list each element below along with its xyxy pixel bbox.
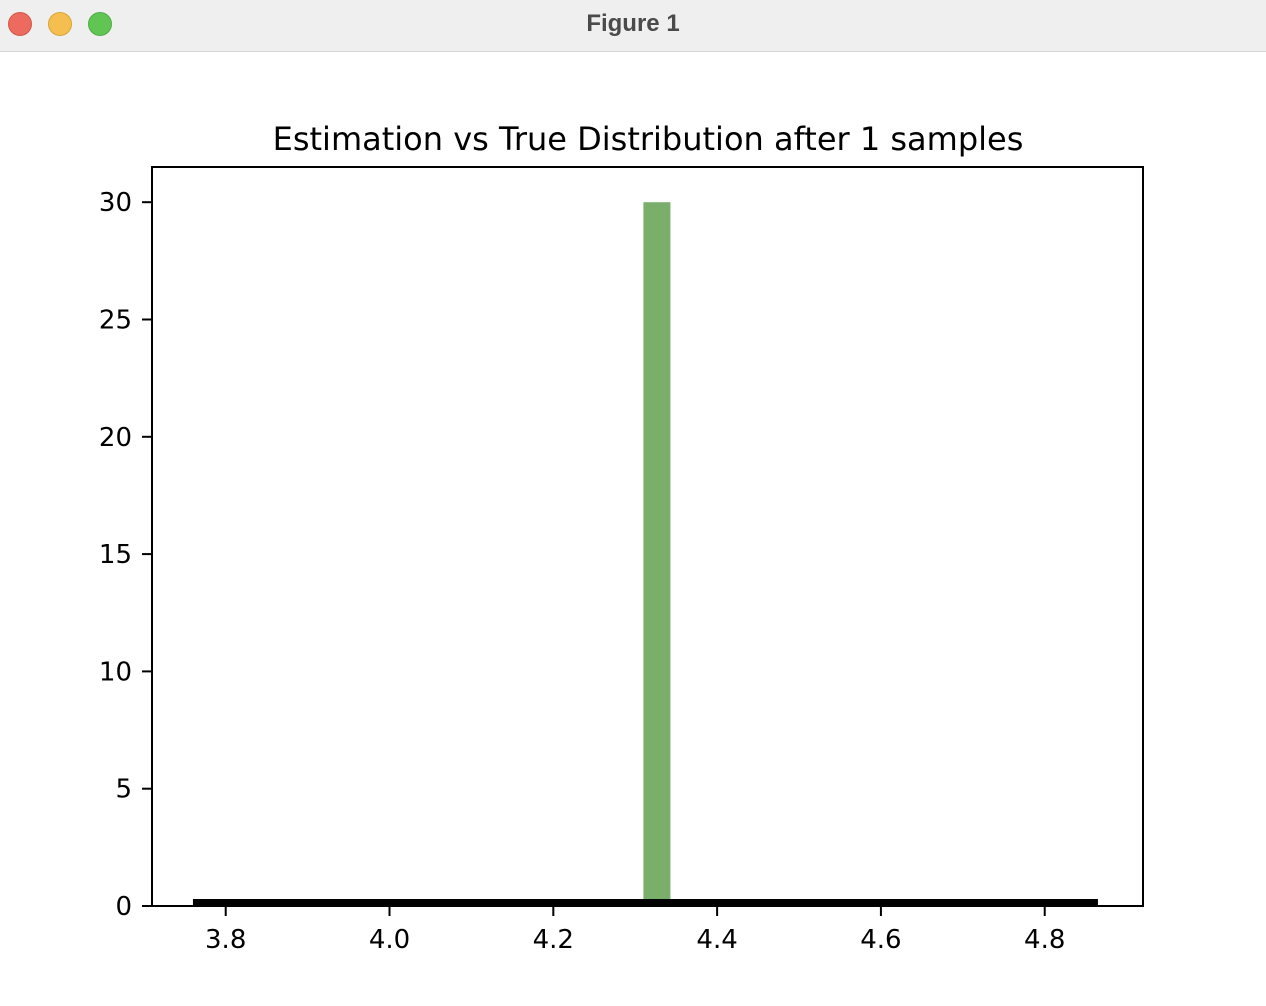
y-tick-label: 25 (99, 305, 132, 335)
window-title: Figure 1 (586, 10, 680, 37)
y-tick-label: 15 (99, 540, 132, 570)
x-tick-label: 4.4 (696, 925, 737, 955)
chart: Estimation vs True Distribution after 1 … (99, 120, 1144, 955)
x-tick-label: 4.8 (1024, 925, 1065, 955)
x-tick-label: 3.8 (205, 925, 246, 955)
axes-frame (151, 166, 1144, 907)
title-bar: Figure 1 (0, 0, 1266, 52)
chart-title: Estimation vs True Distribution after 1 … (273, 120, 1024, 158)
x-tick-label: 4.0 (369, 925, 410, 955)
y-tick-label: 10 (99, 657, 132, 687)
y-tick-label: 5 (115, 775, 132, 805)
figure-canvas: Estimation vs True Distribution after 1 … (0, 53, 1266, 1006)
x-tick-label: 4.2 (533, 925, 574, 955)
minimize-button[interactable] (48, 12, 72, 36)
close-button[interactable] (8, 12, 32, 36)
y-tick-label: 20 (99, 423, 132, 453)
chart-marks (192, 202, 1098, 906)
y-tick-label: 30 (99, 188, 132, 218)
x-tick-label: 4.6 (860, 925, 901, 955)
y-tick-label: 0 (115, 892, 132, 922)
x-axis: 3.8 4.0 4.2 4.4 4.6 4.8 (205, 906, 1065, 955)
histogram-bar (643, 202, 671, 906)
y-axis: 0 5 10 15 20 25 30 (99, 188, 152, 922)
maximize-button[interactable] (88, 12, 112, 36)
